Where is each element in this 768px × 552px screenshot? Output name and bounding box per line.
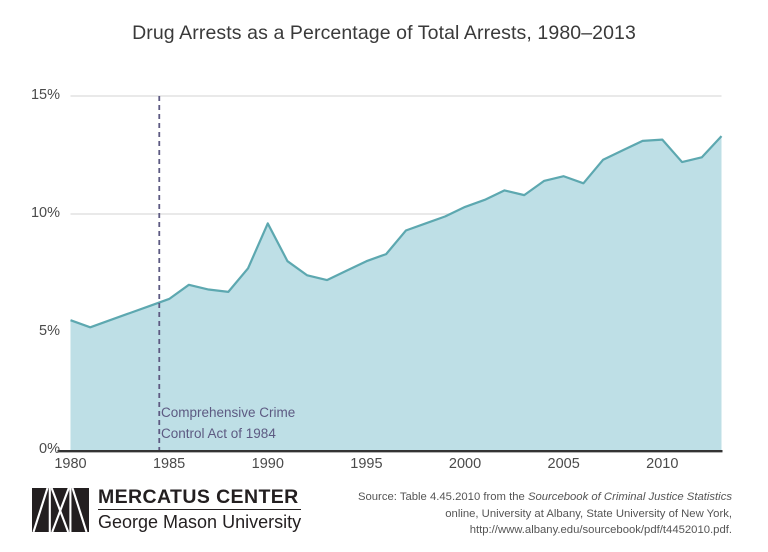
event-annotation-label: Comprehensive Crime Control Act of 1984 [161, 405, 296, 441]
source-prefix: Source: Table 4.45.2010 from the [357, 491, 528, 503]
x-axis-tick-label: 2000 [448, 456, 482, 472]
source-italic-title: Sourcebook of Criminal Justice Statistic… [527, 491, 732, 503]
x-axis-tick-label: 2005 [547, 456, 580, 472]
y-axis-tick-label: 5% [39, 323, 60, 339]
x-axis-tick-label: 1980 [54, 456, 87, 472]
mercatus-logo: MERCATUS CENTER George Mason University [32, 486, 302, 534]
source-line-2: online, University at Albany, State Univ… [445, 507, 732, 520]
x-axis-tick-label: 2010 [646, 456, 679, 472]
logo-subtitle: George Mason University [98, 512, 302, 532]
area-fill-path [70, 136, 722, 450]
x-axis-tick-label: 1985 [152, 456, 186, 472]
source-note: Source: Table 4.45.2010 from the Sourceb… [332, 489, 732, 539]
y-axis-tick-label: 0% [39, 441, 60, 457]
area-line-path [70, 135, 723, 329]
y-axis-tick-label: 10% [30, 205, 60, 221]
page-title: Drug Arrests as a Percentage of Total Ar… [132, 22, 636, 44]
x-axis-tick-label: 1990 [251, 456, 284, 472]
mercatus-logo-text: MERCATUS CENTER George Mason University [98, 486, 302, 534]
logo-title: MERCATUS CENTER [98, 486, 302, 510]
y-axis-tick-label: 15% [30, 87, 60, 103]
mercatus-logo-mark-icon [32, 488, 89, 532]
x-axis-tick-label: 1995 [350, 456, 383, 472]
source-line-1: Source: Table 4.45.2010 from the Sourceb… [332, 489, 732, 506]
source-line-3: http://www.albany.edu/sourcebook/pdf/t44… [469, 524, 732, 536]
